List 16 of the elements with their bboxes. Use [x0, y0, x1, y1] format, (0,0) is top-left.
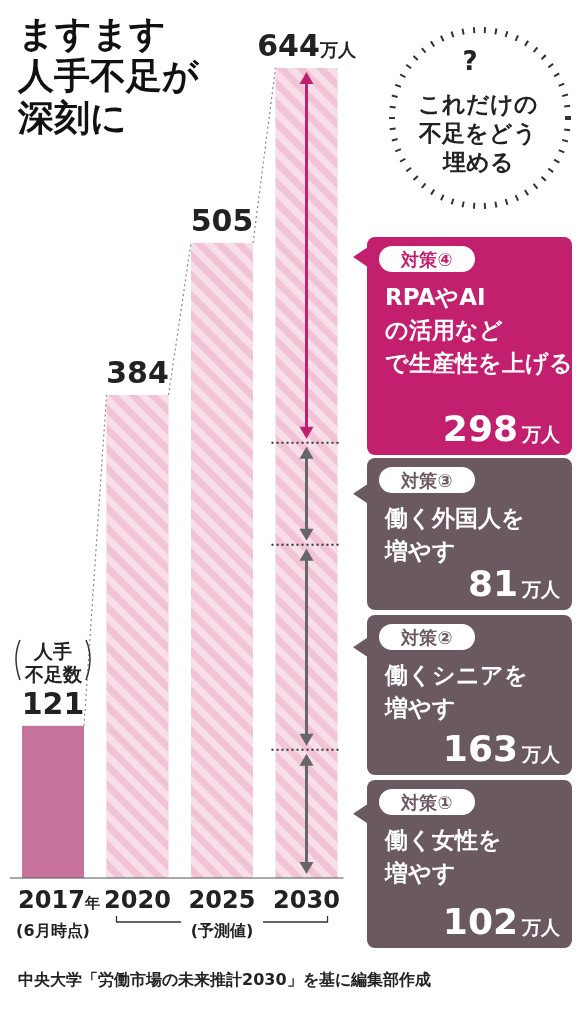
chart-title: ますます人手不足が深刻に [17, 13, 200, 138]
data-label: 505 [190, 202, 254, 238]
text: これだけの不足をどう埋める [418, 91, 538, 175]
annotation: 人手不足数 [23, 640, 83, 685]
data-label: 384 [106, 355, 169, 391]
x-tick-label: 2025 [188, 886, 256, 914]
x-tick-label: 2017年 [18, 886, 100, 914]
text: (6月時点) [16, 921, 90, 940]
x-tick-label: 2030 [273, 886, 340, 914]
text: (予測値) [190, 921, 254, 940]
data-label: 644万人 [257, 28, 357, 63]
x-tick-label: 2020 [104, 886, 171, 914]
bar [22, 725, 84, 878]
text: 中央大学「労働市場の未来推計2030」を基に編集部作成 [18, 970, 431, 989]
text: ? [462, 46, 478, 76]
data-label: 121 [21, 685, 85, 721]
